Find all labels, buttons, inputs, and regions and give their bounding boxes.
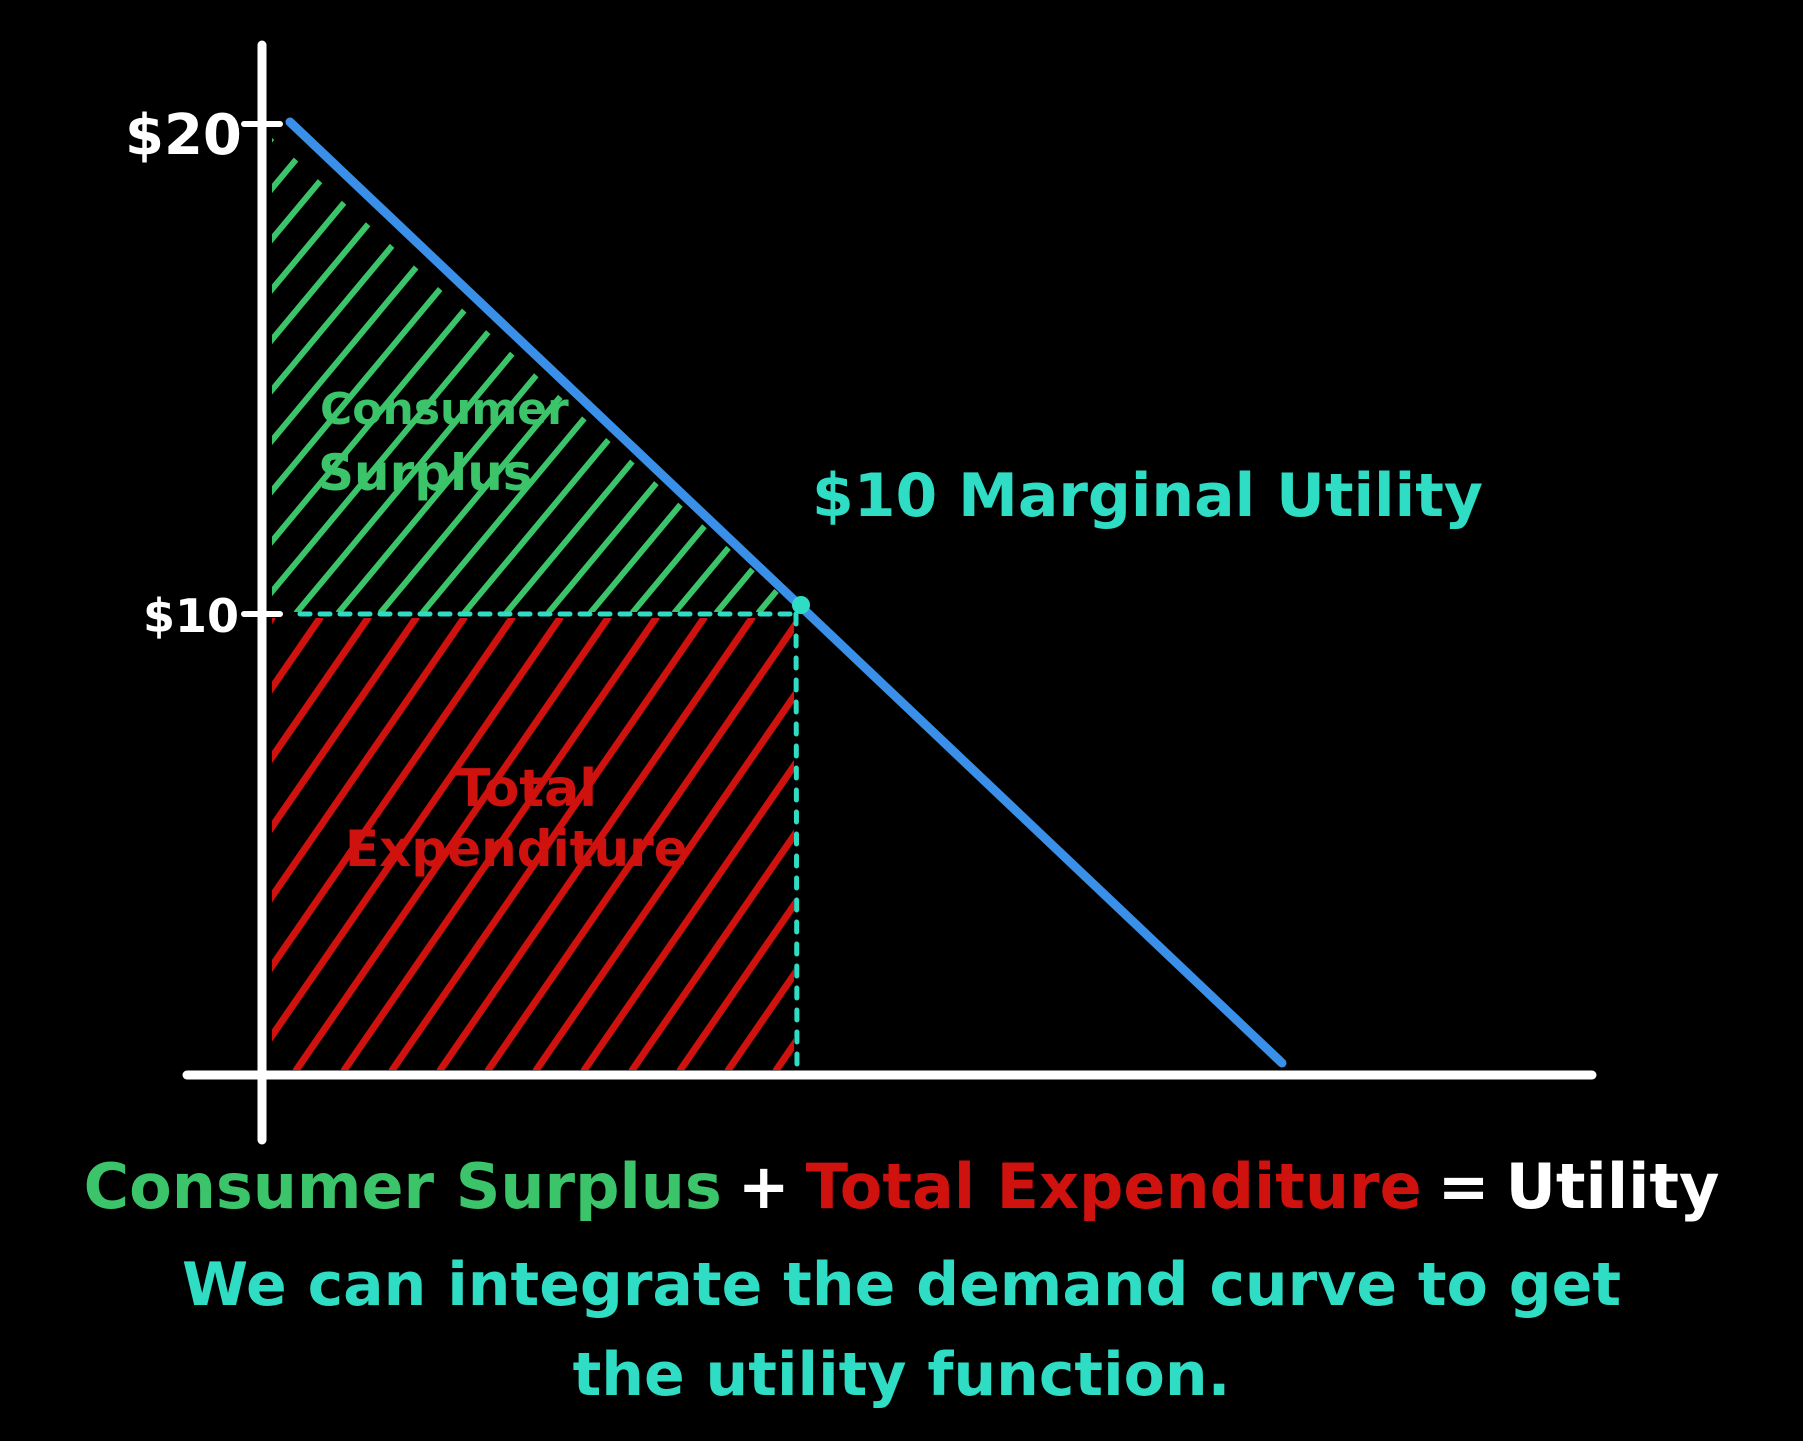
hatch-stroke <box>272 138 275 612</box>
marginal-utility-annotation: $10 Marginal Utility <box>812 461 1483 531</box>
hatch-stroke <box>336 138 737 612</box>
equation-plus: + <box>737 1150 790 1223</box>
hatch-stroke <box>272 138 401 612</box>
hatch-stroke <box>588 138 800 612</box>
hatch-stroke <box>546 138 800 612</box>
consumer-surplus-hatching <box>272 138 800 612</box>
equation-total-expenditure: Total Expenditure <box>805 1150 1422 1223</box>
hatch-stroke <box>272 618 564 1042</box>
demand-line <box>285 117 1287 1068</box>
hatch-stroke <box>532 690 794 1070</box>
total-expenditure-label-line2: Expenditure <box>345 820 688 878</box>
hatch-stroke <box>580 759 794 1070</box>
quantity-guide-dashed <box>793 611 800 1073</box>
hatch-stroke <box>504 138 800 612</box>
hatch-stroke <box>272 138 485 612</box>
hatch-stroke <box>272 138 611 612</box>
hatch-stroke <box>724 968 794 1070</box>
hatch-stroke <box>378 138 779 612</box>
equation-utility: Utility <box>1505 1150 1720 1223</box>
hatch-stroke <box>714 138 800 612</box>
equation-consumer-surplus: Consumer Surplus <box>83 1150 722 1223</box>
hatch-stroke <box>272 618 372 764</box>
hatch-stroke <box>798 138 800 612</box>
hatch-stroke <box>462 138 800 612</box>
hatch-stroke <box>436 618 756 1070</box>
hatch-stroke <box>294 138 695 612</box>
hatch-stroke <box>272 618 468 903</box>
utility-equation: Consumer Surplus + Total Expenditure = Utili… <box>0 1150 1803 1223</box>
hatch-stroke <box>628 829 794 1070</box>
hatch-stroke <box>484 620 794 1070</box>
hatch-stroke <box>272 618 516 973</box>
hatch-stroke <box>272 618 324 694</box>
y-label-20: $20 <box>125 103 242 168</box>
caption-line-2: We can integrate the demand curve to get <box>181 1250 1622 1320</box>
equation-equals: = <box>1437 1150 1490 1223</box>
hatch-stroke <box>272 618 276 625</box>
total-expenditure-label-line1: Total <box>455 759 597 819</box>
caption-line-3: the utility function. <box>572 1340 1231 1410</box>
consumer-surplus-label-line1: Consumer <box>320 384 569 435</box>
hatch-stroke <box>272 138 569 612</box>
hatch-stroke <box>388 618 708 1070</box>
hatch-stroke <box>272 138 653 612</box>
hatch-stroke <box>630 138 800 612</box>
hatch-stroke <box>772 1038 794 1070</box>
hatch-stroke <box>272 138 527 612</box>
consumer-surplus-label-line2: Surplus <box>318 444 533 502</box>
hatch-stroke <box>676 898 794 1070</box>
equilibrium-point <box>792 596 810 614</box>
hatch-stroke <box>420 138 800 612</box>
hatch-stroke <box>292 618 612 1070</box>
hatch-stroke <box>272 618 420 833</box>
hatch-stroke <box>340 618 660 1070</box>
hatch-stroke <box>272 138 359 612</box>
hatch-stroke <box>756 138 800 612</box>
hatch-stroke <box>272 138 317 612</box>
total-expenditure-hatching <box>272 618 794 1070</box>
y-label-10: $10 <box>143 589 239 643</box>
